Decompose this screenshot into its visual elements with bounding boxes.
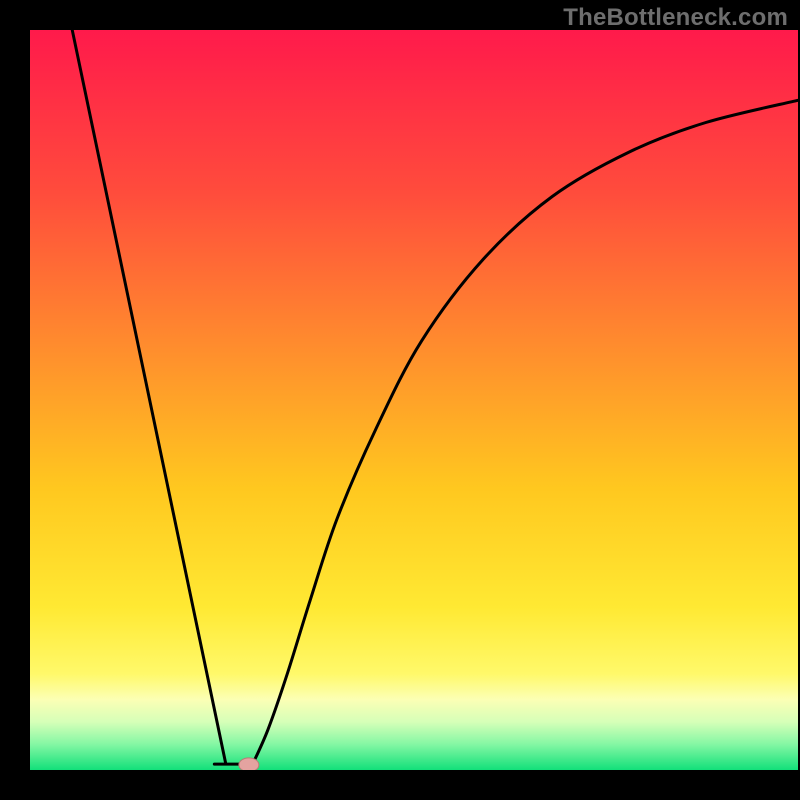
border-bottom xyxy=(0,770,800,800)
chart-canvas: TheBottleneck.com xyxy=(0,0,800,800)
optimal-marker xyxy=(239,758,259,772)
watermark-text: TheBottleneck.com xyxy=(563,4,788,32)
chart-svg xyxy=(0,0,800,800)
border-left xyxy=(0,0,30,800)
plot-area xyxy=(30,30,798,770)
